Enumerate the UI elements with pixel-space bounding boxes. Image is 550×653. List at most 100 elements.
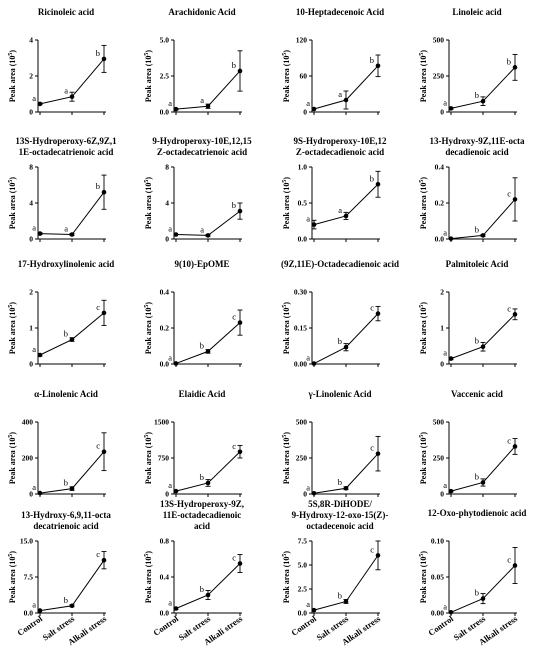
data-point: [237, 561, 243, 566]
y-tick-label: 5.0: [298, 561, 308, 570]
data-point: [173, 606, 179, 611]
y-tick-label: 0: [440, 108, 444, 117]
data-point: [205, 349, 211, 354]
data-point: [375, 553, 381, 558]
y-tick-label: 4: [29, 36, 33, 45]
data-point: [69, 337, 75, 342]
panel-12: Palmitoleic Acid Peak area (105) 0 1 2 a b c: [419, 259, 518, 369]
significance-letter: a: [168, 224, 172, 234]
y-axis-label-end: ): [419, 551, 428, 554]
significance-letter: b: [232, 60, 236, 70]
data-point: [512, 312, 518, 317]
y-axis-label-exponent: 5: [144, 53, 150, 56]
y-axis-label-exponent: 5: [8, 305, 14, 308]
data-point: [343, 485, 349, 491]
significance-letter: c: [232, 553, 236, 563]
data-point: [69, 603, 75, 609]
data-point: [375, 63, 381, 69]
y-tick-label: 4: [29, 199, 33, 208]
significance-letter: b: [475, 336, 479, 346]
significance-letter: b: [370, 55, 374, 65]
data-point: [173, 106, 179, 112]
y-tick-label: 2.5: [160, 72, 170, 81]
data-point: [37, 352, 43, 358]
y-tick-label: 1: [440, 324, 444, 333]
data-point: [512, 444, 518, 449]
significance-letter: c: [507, 188, 511, 198]
y-axis-label-end: ): [419, 50, 428, 53]
panel-title: 9-Hydroxy-12-oxo-15(Z)-: [292, 510, 389, 520]
y-axis-label-exponent: 5: [8, 180, 14, 183]
y-axis-label: Peak area (105): [419, 551, 428, 604]
significance-letter: a: [338, 89, 342, 99]
y-axis-label-end: ): [282, 302, 291, 305]
significance-letter: c: [96, 441, 100, 451]
y-tick-label: 250: [433, 72, 445, 81]
significance-letter: c: [507, 435, 511, 445]
y-axis-label-end: ): [419, 302, 428, 305]
y-axis-label: Peak area (105): [419, 50, 428, 103]
y-axis-label-exponent: 5: [419, 435, 425, 438]
panel-5: 13S-Hydroperoxy-6Z,9Z,11E-octadecatrieno…: [8, 136, 117, 244]
y-tick-label: 250: [433, 454, 445, 463]
y-tick-label: 0: [440, 490, 444, 499]
y-tick-label: 0.0: [298, 235, 308, 244]
y-tick-label: 60: [300, 72, 308, 81]
data-point: [343, 599, 349, 604]
significance-letter: b: [64, 595, 68, 605]
y-axis-label-exponent: 5: [8, 554, 14, 557]
y-tick-label: 500: [433, 36, 445, 45]
panel-title: 1E-octadecatrienoic acid: [19, 147, 114, 157]
data-point: [448, 106, 454, 111]
panel-title: 9-Hydroperoxy-10E,12,15: [152, 136, 252, 146]
significance-letter: b: [475, 588, 479, 598]
y-tick-label: 0: [29, 108, 33, 117]
y-axis-label: Peak area (105): [8, 551, 17, 604]
data-point: [448, 609, 454, 615]
data-point: [311, 361, 317, 366]
y-axis-label: Peak area (105): [282, 50, 291, 103]
y-axis-label-exponent: 5: [144, 554, 150, 557]
data-point: [69, 94, 75, 99]
y-axis-label: Peak area (105): [419, 177, 428, 230]
y-tick-label: 0.2: [435, 199, 445, 208]
significance-letter: b: [475, 471, 479, 481]
y-axis-label: Peak area (105): [144, 50, 153, 103]
panel-title: Z-octadecatrienoic acid: [157, 147, 247, 157]
y-axis-label-end: ): [282, 432, 291, 435]
y-axis-label-exponent: 5: [419, 53, 425, 56]
panel-19: 5S,8R-DiHODE/9-Hydroxy-12-oxo-15(Z)-octa…: [282, 499, 388, 647]
data-point: [480, 98, 486, 104]
y-axis-label-exponent: 5: [282, 305, 288, 308]
panel-title: (9Z,11E)-Octadecadienoic acid: [281, 259, 399, 269]
panel-title: Vaccenic acid: [451, 389, 503, 399]
series-line: [313, 313, 379, 364]
significance-letter: a: [306, 98, 310, 108]
data-point: [69, 232, 75, 237]
y-axis-label-base: Peak area (10: [419, 56, 428, 103]
y-axis-label-base: Peak area (10: [419, 438, 428, 485]
panel-title: Z-octadecadienoic acid: [296, 147, 384, 157]
y-tick-label: 0: [303, 108, 307, 117]
y-axis-label-exponent: 5: [282, 180, 288, 183]
y-axis-label-base: Peak area (10: [282, 56, 291, 103]
significance-letter: c: [232, 312, 236, 322]
significance-letter: b: [338, 590, 342, 600]
panel-15: γ-Linolenic Acid Peak area (105) 0 250 500 a b…: [282, 389, 381, 499]
data-point: [311, 607, 317, 613]
significance-letter: a: [168, 352, 172, 362]
y-axis-label-exponent: 5: [282, 435, 288, 438]
y-axis-label-base: Peak area (10: [419, 557, 428, 604]
y-axis-label: Peak area (105): [144, 432, 153, 485]
y-axis-label-end: ): [144, 551, 153, 554]
y-axis-label-end: ): [144, 50, 153, 53]
data-point: [375, 181, 381, 187]
data-point: [375, 451, 381, 456]
y-tick-label: 0: [29, 235, 33, 244]
y-tick-label: 0.5: [298, 199, 308, 208]
significance-letter: a: [200, 95, 204, 105]
series-line: [450, 565, 516, 613]
y-tick-label: 0.0: [298, 609, 308, 618]
y-axis-label: Peak area (105): [282, 432, 291, 485]
